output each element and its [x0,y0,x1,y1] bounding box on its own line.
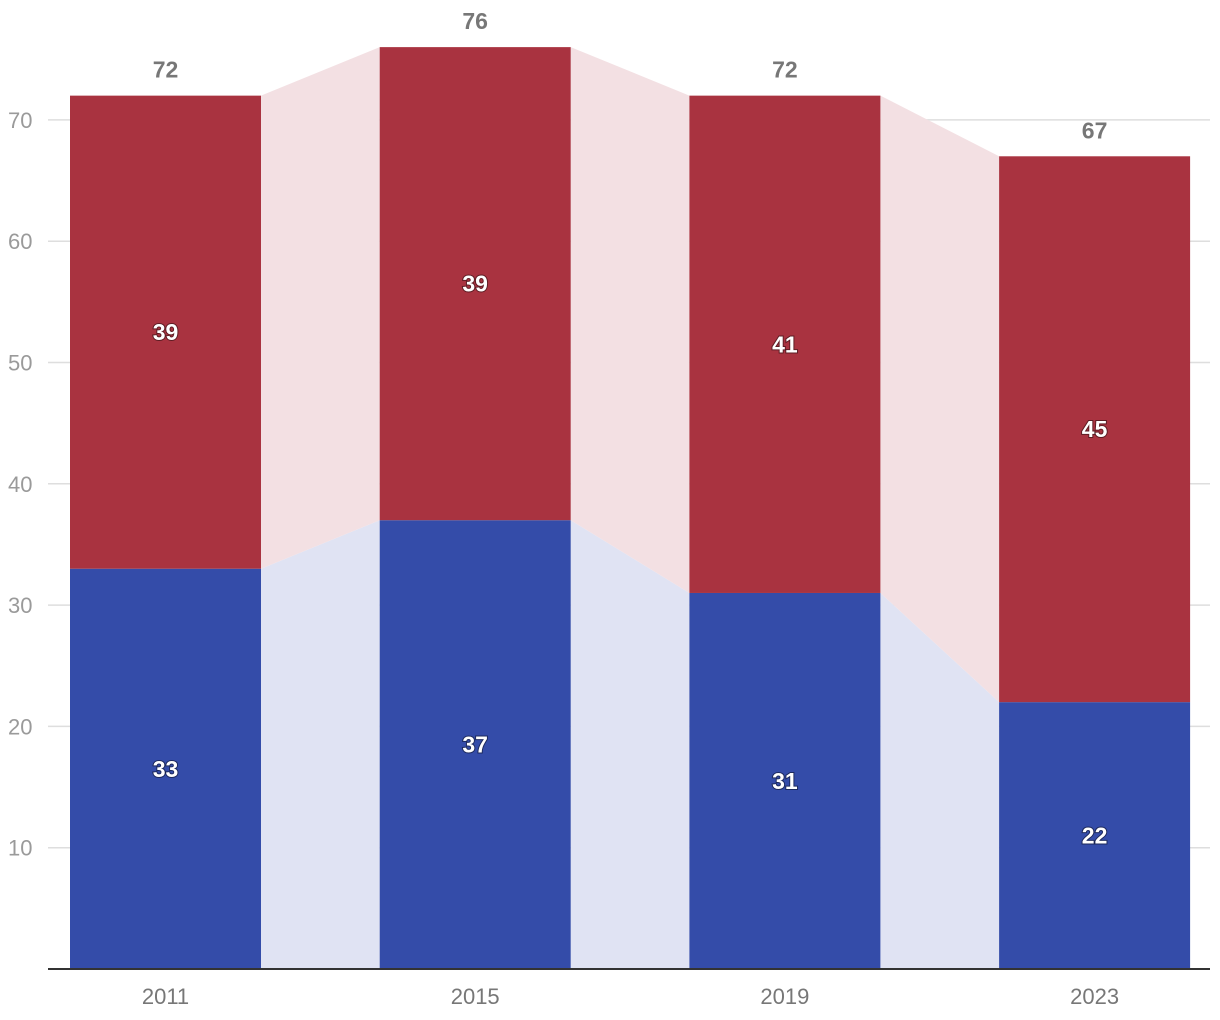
total-label: 72 [153,57,179,83]
connector-band [570,47,690,593]
y-tick-label: 40 [8,472,32,497]
connector-band [261,520,380,969]
data-label: 39 [462,271,488,297]
labels: 10 20 30 40 50 60 70 33 39 72 2011 37 39 76 2015 31 41 72… [8,8,1119,1009]
y-tick-label: 20 [8,714,32,739]
x-tick-label: 2011 [142,984,189,1009]
bar-segment [689,592,881,969]
data-label: 37 [462,732,488,758]
connector-bands [261,47,1000,969]
x-tick-label: 2023 [1070,984,1119,1009]
bar-segment [689,95,881,593]
bar-segment [70,568,261,969]
data-label: 45 [1082,416,1108,442]
bars [70,47,1191,969]
connector-band [880,95,1000,703]
connector-band [570,520,690,969]
data-label: 41 [772,331,798,357]
bar-segment [999,702,1191,969]
data-label: 31 [772,768,798,794]
connector-band [880,592,1000,969]
bar-segment [379,47,571,521]
total-label: 72 [772,57,798,83]
data-label: 39 [153,319,179,345]
x-tick-label: 2019 [760,984,809,1009]
bar-segment [999,156,1191,703]
bar-segment [70,95,261,569]
x-tick-label: 2015 [451,984,500,1009]
connector-band [261,47,380,569]
y-tick-label: 70 [8,108,32,133]
total-label: 76 [462,8,488,34]
data-label: 22 [1082,823,1108,849]
bar-segment [379,520,571,969]
y-tick-label: 10 [8,836,32,861]
y-tick-label: 50 [8,351,32,376]
y-tick-label: 30 [8,593,32,618]
y-tick-label: 60 [8,229,32,254]
data-label: 33 [153,756,179,782]
total-label: 67 [1082,117,1108,143]
